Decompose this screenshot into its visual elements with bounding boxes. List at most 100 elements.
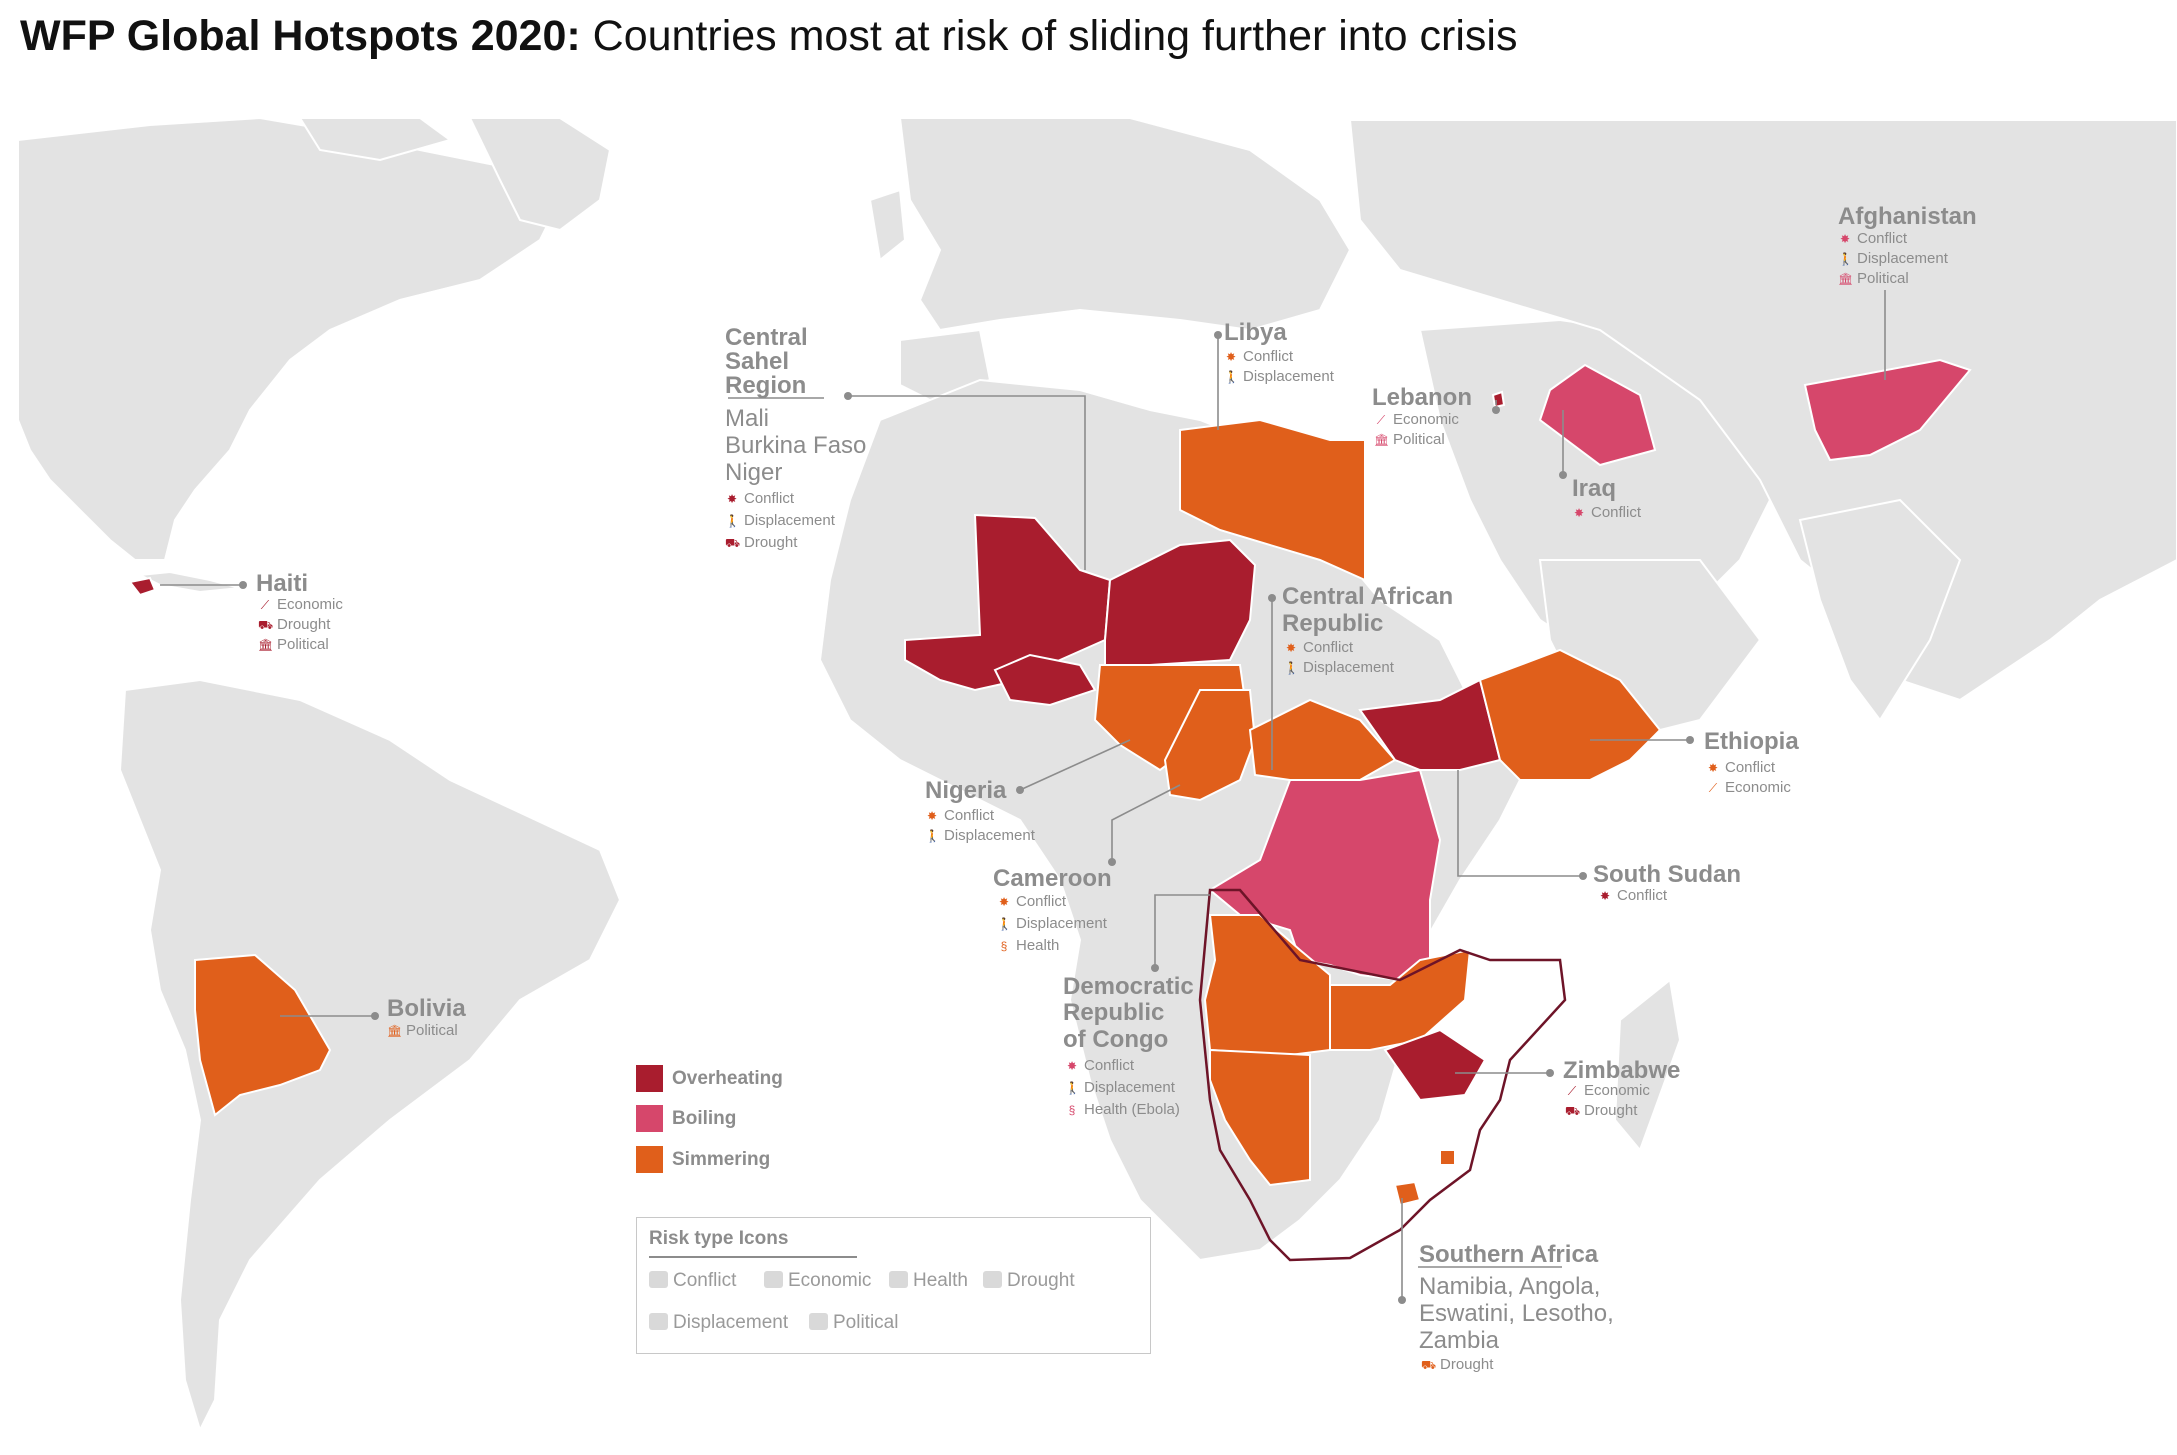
haiti-shape	[128, 576, 157, 597]
lebanon-shape	[1491, 390, 1506, 409]
label-ethiopia: Ethiopia	[1704, 728, 1799, 755]
risk-label: Economic	[1725, 779, 1791, 796]
health-icon: §	[1000, 939, 1008, 953]
risk-item-car-1: 🚶 Displacement	[1284, 658, 1394, 678]
iraq-shape	[1538, 363, 1657, 467]
risk-item-iraq-0: ✸ Conflict	[1572, 503, 1641, 523]
car-shape	[1248, 698, 1397, 781]
icon-legend-conflict-label: Conflict	[673, 1270, 737, 1291]
cameroon-shape	[1163, 689, 1257, 802]
risk-item-haiti-2: 🏛 Political	[258, 635, 343, 655]
conflict-icon: ✸	[1573, 506, 1585, 520]
drought-icon: ⛟	[1421, 1358, 1437, 1372]
north-america-land	[17, 116, 562, 561]
icon-legend-title-rule	[649, 1256, 857, 1258]
conflict-icon: ✸	[1599, 889, 1611, 903]
economic-icon: ⟋	[1376, 413, 1386, 427]
risks-bolivia: 🏛 Political	[387, 1021, 458, 1041]
leader-dot-nigeria	[1016, 786, 1024, 794]
leader-dot-south-sudan	[1579, 872, 1587, 880]
political-icon: 🏛	[258, 638, 274, 652]
leader-dot-central-sahel	[844, 392, 852, 400]
risks-drc: ✸ Conflict 🚶 Displacement § Health (Ebola)	[1065, 1055, 1180, 1121]
ethiopia-shape	[1478, 648, 1662, 781]
leader-dot-car	[1268, 594, 1276, 602]
lesotho-shape	[1393, 1180, 1422, 1207]
icon-legend-drought: Drought	[983, 1270, 1075, 1292]
icon-legend-displacement-label: Displacement	[673, 1312, 789, 1333]
risk-item-lebanon-1: 🏛 Political	[1374, 430, 1459, 450]
central-sahel-country-3: Niger	[725, 459, 783, 486]
risk-item-haiti-1: ⛟ Drought	[258, 615, 343, 635]
angola-shape	[1203, 914, 1331, 1057]
risk-item-libya-1: 🚶 Displacement	[1224, 367, 1334, 387]
label-car-1: Central African	[1282, 583, 1454, 610]
conflict-icon: ✸	[926, 809, 938, 823]
risk-label: Health	[1016, 937, 1060, 954]
risks-cameroon: ✸ Conflict 🚶 Displacement § Health	[997, 891, 1107, 957]
leader-dot-libya	[1214, 331, 1222, 339]
icon-legend-economic-label: Economic	[788, 1270, 872, 1291]
conflict-icon: ✸	[1707, 761, 1719, 775]
title-bold: WFP Global Hotspots 2020:	[20, 12, 581, 60]
icon-legend-title: Risk type Icons	[649, 1228, 789, 1249]
risk-item-central-sahel-1: 🚶 Displacement	[725, 510, 835, 532]
risks-haiti: ⟋ Economic ⛟ Drought 🏛 Political	[258, 595, 343, 655]
displacement-icon: 🚶	[1838, 252, 1853, 266]
risk-label: Displacement	[1016, 915, 1107, 932]
label-central-sahel-2: Sahel	[725, 348, 790, 375]
risks-southern-africa: ⛟ Drought	[1421, 1355, 1493, 1375]
risk-label: Displacement	[1243, 368, 1334, 385]
leader-dot-haiti	[239, 581, 247, 589]
title-rest: Countries most at risk of sliding furthe…	[580, 12, 1518, 60]
risk-label: Conflict	[1303, 639, 1354, 656]
niger-shape	[1104, 538, 1257, 672]
risk-item-drc-0: ✸ Conflict	[1065, 1055, 1180, 1077]
central-sahel-country-2: Burkina Faso	[725, 432, 867, 459]
label-central-sahel-3: Region	[725, 372, 807, 399]
icon-legend-drought-label: Drought	[1007, 1270, 1075, 1291]
risk-label: Political	[1857, 270, 1909, 287]
political-icon: 🏛	[387, 1024, 403, 1038]
drought-icon: ⛟	[1565, 1104, 1581, 1118]
displacement-icon: 🚶	[1224, 370, 1239, 384]
drought-icon	[983, 1271, 1002, 1288]
risk-label: Conflict	[1591, 504, 1642, 521]
risk-item-southern-africa-0: ⛟ Drought	[1421, 1355, 1493, 1375]
risks-lebanon: ⟋ Economic 🏛 Political	[1374, 410, 1459, 450]
risk-item-ethiopia-1: ⟋ Economic	[1706, 778, 1791, 798]
label-drc-1: Democratic	[1063, 973, 1194, 1000]
risk-label: Economic	[1584, 1082, 1650, 1099]
legend-label-overheating: Overheating	[672, 1068, 783, 1089]
label-nigeria: Nigeria	[925, 777, 1007, 804]
label-central-sahel-1: Central	[725, 324, 808, 351]
risk-item-bolivia-0: 🏛 Political	[387, 1021, 458, 1041]
displacement-icon: 🚶	[1065, 1081, 1080, 1095]
arctic-islands	[298, 117, 453, 162]
risk-label: Displacement	[1857, 250, 1948, 267]
conflict-icon: ✸	[1225, 350, 1237, 364]
risk-item-cameroon-0: ✸ Conflict	[997, 891, 1107, 913]
icon-legend-health: Health	[889, 1270, 968, 1292]
label-bolivia: Bolivia	[387, 995, 466, 1022]
label-afghanistan: Afghanistan	[1838, 203, 1977, 230]
southern-africa-countries-1: Namibia, Angola,	[1419, 1273, 1601, 1300]
risk-item-nigeria-0: ✸ Conflict	[925, 806, 1035, 826]
political-icon: 🏛	[1838, 272, 1854, 286]
legend-label-boiling: Boiling	[672, 1108, 737, 1129]
risk-label: Conflict	[1084, 1057, 1135, 1074]
label-south-sudan: South Sudan	[1593, 861, 1741, 888]
icon-legend-health-label: Health	[913, 1270, 968, 1291]
leader-dot-bolivia	[371, 1012, 379, 1020]
risk-label: Conflict	[744, 490, 795, 507]
eswatini-shape	[1439, 1149, 1456, 1166]
risk-item-afghanistan-2: 🏛 Political	[1838, 269, 1948, 289]
conflict-icon: ✸	[998, 895, 1010, 909]
risk-item-car-0: ✸ Conflict	[1284, 638, 1394, 658]
risk-label: Displacement	[744, 512, 835, 529]
greenland-land	[468, 117, 612, 232]
health-icon: §	[1068, 1103, 1076, 1117]
risks-ethiopia: ✸ Conflict ⟋ Economic	[1706, 758, 1791, 798]
risk-item-south-sudan-0: ✸ Conflict	[1598, 886, 1667, 906]
risk-label: Conflict	[1016, 893, 1067, 910]
